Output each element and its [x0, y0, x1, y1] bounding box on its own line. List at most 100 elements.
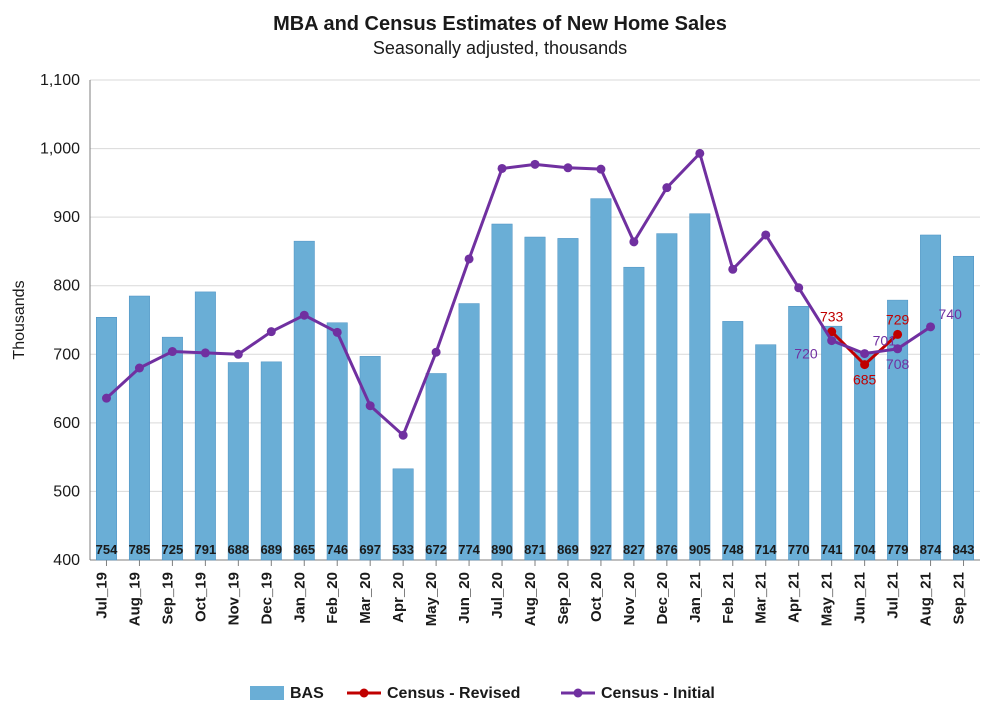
bar-value-label: 865 — [293, 542, 315, 557]
bar-Aug_21 — [920, 235, 940, 560]
legend-marker — [360, 689, 369, 698]
bar-value-label: 876 — [656, 542, 678, 557]
bar-value-label: 890 — [491, 542, 513, 557]
marker — [333, 328, 342, 337]
y-tick-label: 1,000 — [40, 141, 80, 158]
x-tick-label: Nov_20 — [621, 572, 638, 625]
marker — [465, 254, 474, 263]
x-tick-label: Dec_19 — [258, 572, 275, 625]
bar-value-label: 871 — [524, 542, 546, 557]
bar-May_21 — [821, 326, 841, 560]
point-label: 685 — [853, 372, 877, 388]
marker — [860, 349, 869, 358]
chart-subtitle: Seasonally adjusted, thousands — [373, 38, 627, 58]
bar-value-label: 741 — [821, 542, 843, 557]
bar-value-label: 533 — [392, 542, 414, 557]
x-tick-label: May_20 — [423, 572, 440, 626]
y-tick-label: 400 — [53, 552, 80, 569]
x-tick-label: Feb_20 — [324, 572, 341, 624]
bar-value-label: 827 — [623, 542, 645, 557]
bar-value-label: 843 — [953, 542, 975, 557]
x-tick-label: Mar_20 — [357, 572, 374, 624]
legend-label: Census - Initial — [601, 685, 715, 702]
x-tick-label: Aug_19 — [126, 572, 143, 626]
bar-value-label: 704 — [854, 542, 876, 557]
marker — [662, 183, 671, 192]
marker — [794, 283, 803, 292]
bar-Feb_20 — [327, 323, 347, 560]
point-label: 740 — [939, 306, 963, 322]
x-tick-label: Jul_19 — [93, 572, 110, 619]
marker — [695, 149, 704, 158]
y-tick-label: 700 — [53, 346, 80, 363]
marker — [102, 394, 111, 403]
bar-Nov_19 — [228, 363, 248, 560]
marker — [893, 344, 902, 353]
marker — [860, 360, 869, 369]
bar-value-label: 905 — [689, 542, 711, 557]
point-label: 701 — [873, 333, 897, 349]
marker — [135, 364, 144, 373]
bar-Jun_20 — [459, 304, 479, 560]
legend-label: BAS — [290, 685, 324, 702]
marker — [596, 165, 605, 174]
bar-value-label: 774 — [458, 542, 480, 557]
x-tick-label: Apr_20 — [390, 572, 407, 623]
bar-Aug_19 — [129, 296, 149, 560]
marker — [300, 311, 309, 320]
marker — [366, 401, 375, 410]
bar-May_20 — [426, 373, 446, 560]
x-tick-label: Feb_21 — [720, 572, 737, 624]
bar-value-label: 746 — [326, 542, 348, 557]
bar-Apr_21 — [788, 306, 808, 560]
chart-svg: 4005006007008009001,0001,100754785725791… — [0, 0, 1000, 726]
bar-Jan_21 — [690, 214, 710, 560]
y-tick-label: 500 — [53, 483, 80, 500]
x-tick-label: May_21 — [819, 572, 836, 626]
x-tick-label: Jun_20 — [456, 572, 473, 624]
x-tick-label: Sep_20 — [555, 572, 572, 625]
y-tick-label: 600 — [53, 415, 80, 432]
bar-value-label: 688 — [227, 542, 249, 557]
bar-Sep_21 — [953, 256, 973, 560]
marker — [201, 348, 210, 357]
x-tick-label: Jan_21 — [687, 572, 704, 623]
bar-value-label: 689 — [260, 542, 282, 557]
marker — [498, 164, 507, 173]
legend-marker — [574, 689, 583, 698]
bar-Jul_19 — [96, 317, 116, 560]
marker — [761, 230, 770, 239]
bar-value-label: 785 — [129, 542, 151, 557]
bar-value-label: 779 — [887, 542, 909, 557]
bar-Sep_20 — [558, 238, 578, 560]
bar-Oct_20 — [591, 199, 611, 560]
bar-value-label: 754 — [96, 542, 118, 557]
x-tick-label: Mar_21 — [753, 572, 770, 624]
chart-title: MBA and Census Estimates of New Home Sal… — [273, 13, 727, 35]
marker — [629, 237, 638, 246]
x-tick-label: Nov_19 — [225, 572, 242, 625]
bar-Oct_19 — [195, 292, 215, 560]
x-tick-label: Sep_21 — [951, 572, 968, 625]
y-tick-label: 900 — [53, 209, 80, 226]
bar-Sep_19 — [162, 337, 182, 560]
x-tick-label: Jan_20 — [291, 572, 308, 623]
bar-Feb_21 — [723, 321, 743, 560]
bar-value-label: 791 — [195, 542, 217, 557]
x-tick-label: Oct_19 — [192, 572, 209, 622]
x-tick-label: Aug_21 — [918, 572, 935, 626]
x-tick-label: Sep_19 — [159, 572, 176, 625]
bar-value-label: 770 — [788, 542, 810, 557]
bar-Mar_21 — [756, 345, 776, 560]
bar-value-label: 714 — [755, 542, 777, 557]
x-tick-label: Jul_20 — [489, 572, 506, 619]
bar-value-label: 672 — [425, 542, 447, 557]
marker — [926, 322, 935, 331]
bar-value-label: 697 — [359, 542, 381, 557]
x-tick-label: Jun_21 — [852, 572, 869, 624]
chart-container: 4005006007008009001,0001,100754785725791… — [0, 0, 1000, 726]
legend-label: Census - Revised — [387, 685, 520, 702]
marker — [168, 347, 177, 356]
bar-Jul_20 — [492, 224, 512, 560]
marker — [728, 265, 737, 274]
